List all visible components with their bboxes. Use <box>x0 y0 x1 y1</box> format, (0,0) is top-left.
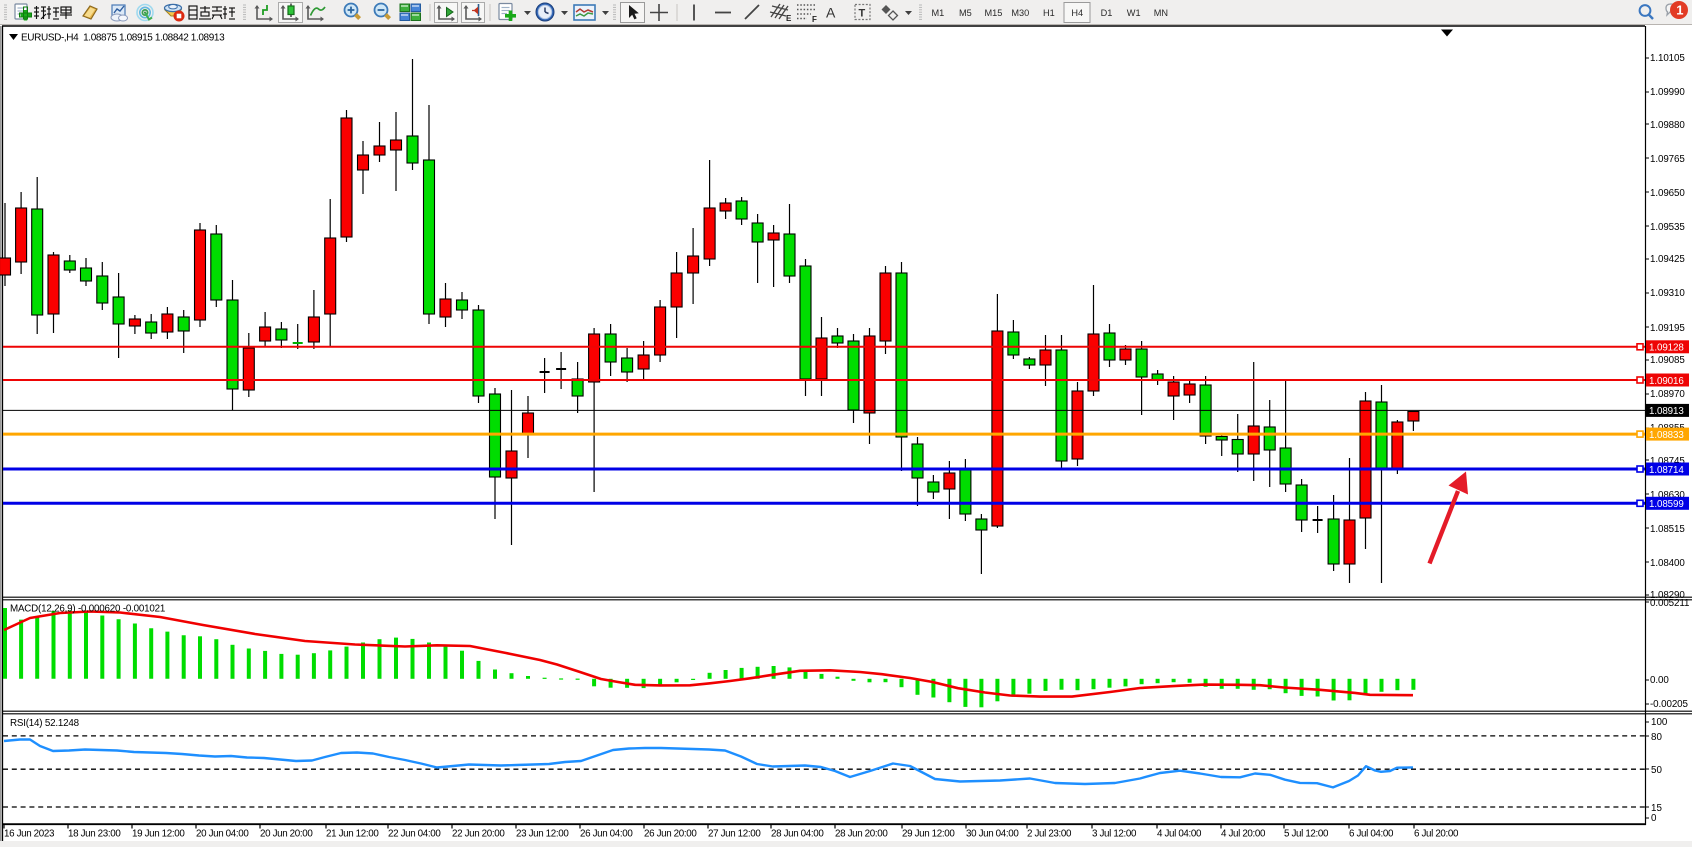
svg-text:0.005211: 0.005211 <box>1650 598 1689 609</box>
svg-text:1: 1 <box>1676 3 1683 18</box>
svg-text:1.09016: 1.09016 <box>1649 376 1684 387</box>
svg-text:1.09765: 1.09765 <box>1650 154 1685 165</box>
svg-text:1.08970: 1.08970 <box>1650 389 1685 400</box>
svg-text:23 Jun 12:00: 23 Jun 12:00 <box>516 829 569 840</box>
svg-text:22 Jun 20:00: 22 Jun 20:00 <box>452 829 505 840</box>
svg-text:RSI(14) 52.1248: RSI(14) 52.1248 <box>10 718 80 729</box>
svg-text:T: T <box>859 8 866 20</box>
svg-text:H1: H1 <box>1043 8 1055 18</box>
svg-text:4 Jul 20:00: 4 Jul 20:00 <box>1221 829 1266 840</box>
svg-text:4 Jul 04:00: 4 Jul 04:00 <box>1157 829 1202 840</box>
svg-text:M30: M30 <box>1011 8 1029 18</box>
svg-text:19 Jun 12:00: 19 Jun 12:00 <box>132 829 185 840</box>
svg-text:22 Jun 04:00: 22 Jun 04:00 <box>388 829 441 840</box>
svg-text:M5: M5 <box>959 8 972 18</box>
svg-text:28 Jun 20:00: 28 Jun 20:00 <box>835 829 888 840</box>
svg-text:A: A <box>826 5 836 21</box>
svg-text:18 Jun 23:00: 18 Jun 23:00 <box>68 829 121 840</box>
svg-text:1.08515: 1.08515 <box>1650 524 1685 535</box>
svg-text:1.08913: 1.08913 <box>1649 406 1684 417</box>
svg-text:6 Jul 20:00: 6 Jul 20:00 <box>1414 829 1459 840</box>
svg-text:H4: H4 <box>1071 8 1083 18</box>
svg-text:D1: D1 <box>1101 8 1113 18</box>
svg-text:1.08833: 1.08833 <box>1649 430 1684 441</box>
svg-text:E: E <box>786 14 792 23</box>
svg-text:20 Jun 04:00: 20 Jun 04:00 <box>196 829 249 840</box>
svg-text:1.09650: 1.09650 <box>1650 188 1685 199</box>
svg-text:2 Jul 23:00: 2 Jul 23:00 <box>1027 829 1072 840</box>
svg-text:1.08599: 1.08599 <box>1649 499 1684 510</box>
svg-text:W1: W1 <box>1127 8 1141 18</box>
svg-text:29 Jun 12:00: 29 Jun 12:00 <box>902 829 955 840</box>
svg-text:0: 0 <box>1651 813 1657 824</box>
svg-text:28 Jun 04:00: 28 Jun 04:00 <box>771 829 824 840</box>
svg-text:20 Jun 20:00: 20 Jun 20:00 <box>260 829 313 840</box>
svg-text:MACD(12,26,9) -0.000620 -0.001: MACD(12,26,9) -0.000620 -0.001021 <box>10 604 165 615</box>
svg-text:5 Jul 12:00: 5 Jul 12:00 <box>1284 829 1329 840</box>
svg-text:1.10105: 1.10105 <box>1650 53 1685 64</box>
svg-text:21 Jun 12:00: 21 Jun 12:00 <box>326 829 379 840</box>
svg-text:MN: MN <box>1154 8 1168 18</box>
svg-text:100: 100 <box>1651 717 1668 728</box>
svg-text:1.08400: 1.08400 <box>1650 558 1685 569</box>
svg-text:1.08714: 1.08714 <box>1649 465 1684 476</box>
svg-text:27 Jun 12:00: 27 Jun 12:00 <box>708 829 761 840</box>
svg-text:1.08630: 1.08630 <box>1650 490 1685 501</box>
svg-text:1.09310: 1.09310 <box>1650 288 1685 299</box>
svg-text:0.00: 0.00 <box>1650 675 1669 686</box>
svg-text:30 Jun 04:00: 30 Jun 04:00 <box>966 829 1019 840</box>
svg-text:1.08290: 1.08290 <box>1650 590 1685 601</box>
svg-text:15: 15 <box>1651 803 1662 814</box>
svg-text:-0.00205: -0.00205 <box>1650 699 1689 710</box>
svg-text:50: 50 <box>1651 765 1662 776</box>
svg-text:1.09880: 1.09880 <box>1650 120 1685 131</box>
svg-text:26 Jun 20:00: 26 Jun 20:00 <box>644 829 697 840</box>
svg-text:80: 80 <box>1651 732 1662 743</box>
svg-text:M1: M1 <box>932 8 945 18</box>
svg-text:1.09535: 1.09535 <box>1650 222 1685 233</box>
svg-text:EURUSD-,H4 1.08875 1.08915 1.: EURUSD-,H4 1.08875 1.08915 1.08842 1.089… <box>21 33 225 44</box>
svg-text:26 Jun 04:00: 26 Jun 04:00 <box>580 829 633 840</box>
svg-text:1.09128: 1.09128 <box>1649 343 1684 354</box>
svg-text:1.08745: 1.08745 <box>1650 456 1685 467</box>
svg-text:1.09195: 1.09195 <box>1650 323 1685 334</box>
svg-text:3 Jul 12:00: 3 Jul 12:00 <box>1092 829 1137 840</box>
svg-text:16 Jun 2023: 16 Jun 2023 <box>4 829 55 840</box>
svg-text:6 Jul 04:00: 6 Jul 04:00 <box>1349 829 1394 840</box>
svg-text:1.09425: 1.09425 <box>1650 254 1685 265</box>
svg-text:M15: M15 <box>985 8 1003 18</box>
svg-text:1.09990: 1.09990 <box>1650 87 1685 98</box>
svg-text:F: F <box>812 15 817 24</box>
svg-text:1.09085: 1.09085 <box>1650 355 1685 366</box>
